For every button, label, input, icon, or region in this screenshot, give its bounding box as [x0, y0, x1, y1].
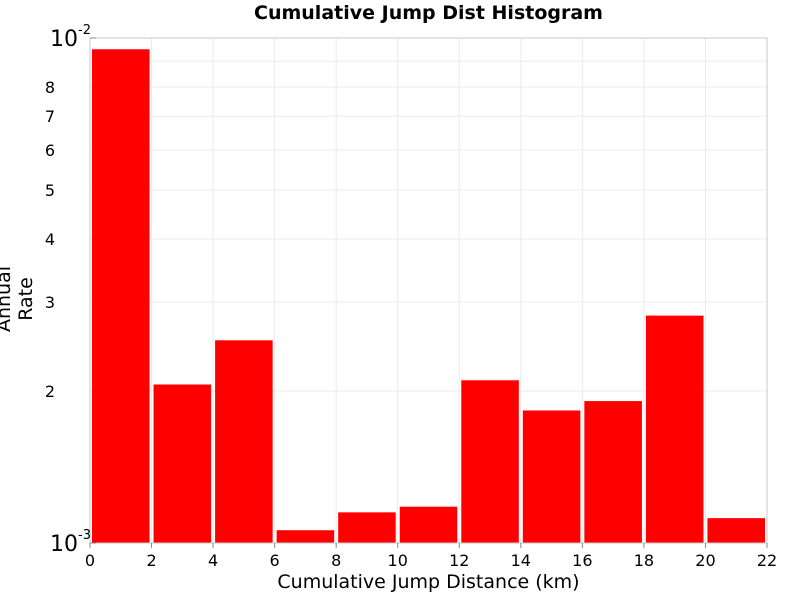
bar — [584, 401, 642, 543]
y-tick-label: 10 — [50, 27, 78, 52]
y-tick-label: 8 — [45, 78, 55, 97]
bars — [92, 49, 765, 544]
bar — [153, 384, 212, 543]
x-tick-label: 0 — [85, 551, 95, 570]
x-tick-label: 4 — [208, 551, 218, 570]
bar — [276, 530, 335, 543]
x-tick-label: 14 — [511, 551, 531, 570]
x-axis-ticks: 0 2 4 6 8 10 12 14 16 18 20 22 — [85, 543, 777, 570]
bar — [645, 315, 704, 543]
plot-frame — [89, 37, 768, 544]
x-tick-label: 22 — [757, 551, 777, 570]
y-tick-label: 4 — [45, 230, 55, 249]
bar — [461, 380, 519, 543]
x-tick-label: 2 — [146, 551, 156, 570]
x-tick-label: 16 — [572, 551, 592, 570]
x-tick-label: 18 — [634, 551, 654, 570]
y-tick-exponent: -3 — [78, 528, 91, 543]
x-axis-label: Cumulative Jump Distance (km) — [277, 571, 580, 593]
x-tick-label: 6 — [270, 551, 280, 570]
y-tick-label: 5 — [45, 181, 55, 200]
x-tick-label: 12 — [449, 551, 469, 570]
x-tick-label: 8 — [331, 551, 341, 570]
y-tick-exponent: -2 — [78, 23, 91, 38]
x-tick-label: 20 — [695, 551, 715, 570]
bar — [522, 410, 581, 543]
y-axis-label: Annual Rate — [0, 265, 37, 333]
y-tick-label: 3 — [45, 293, 55, 312]
y-tick-label: 10 — [50, 532, 78, 557]
y-tick-label: 7 — [45, 107, 55, 126]
bar — [338, 512, 396, 543]
bar — [92, 49, 150, 544]
y-tick-label: 6 — [45, 141, 55, 160]
bar — [399, 506, 458, 543]
x-tick-label: 10 — [388, 551, 408, 570]
bar — [707, 518, 765, 543]
bar — [215, 340, 273, 543]
y-tick-label: 2 — [45, 382, 55, 401]
chart-title: Cumulative Jump Dist Histogram — [254, 2, 603, 24]
